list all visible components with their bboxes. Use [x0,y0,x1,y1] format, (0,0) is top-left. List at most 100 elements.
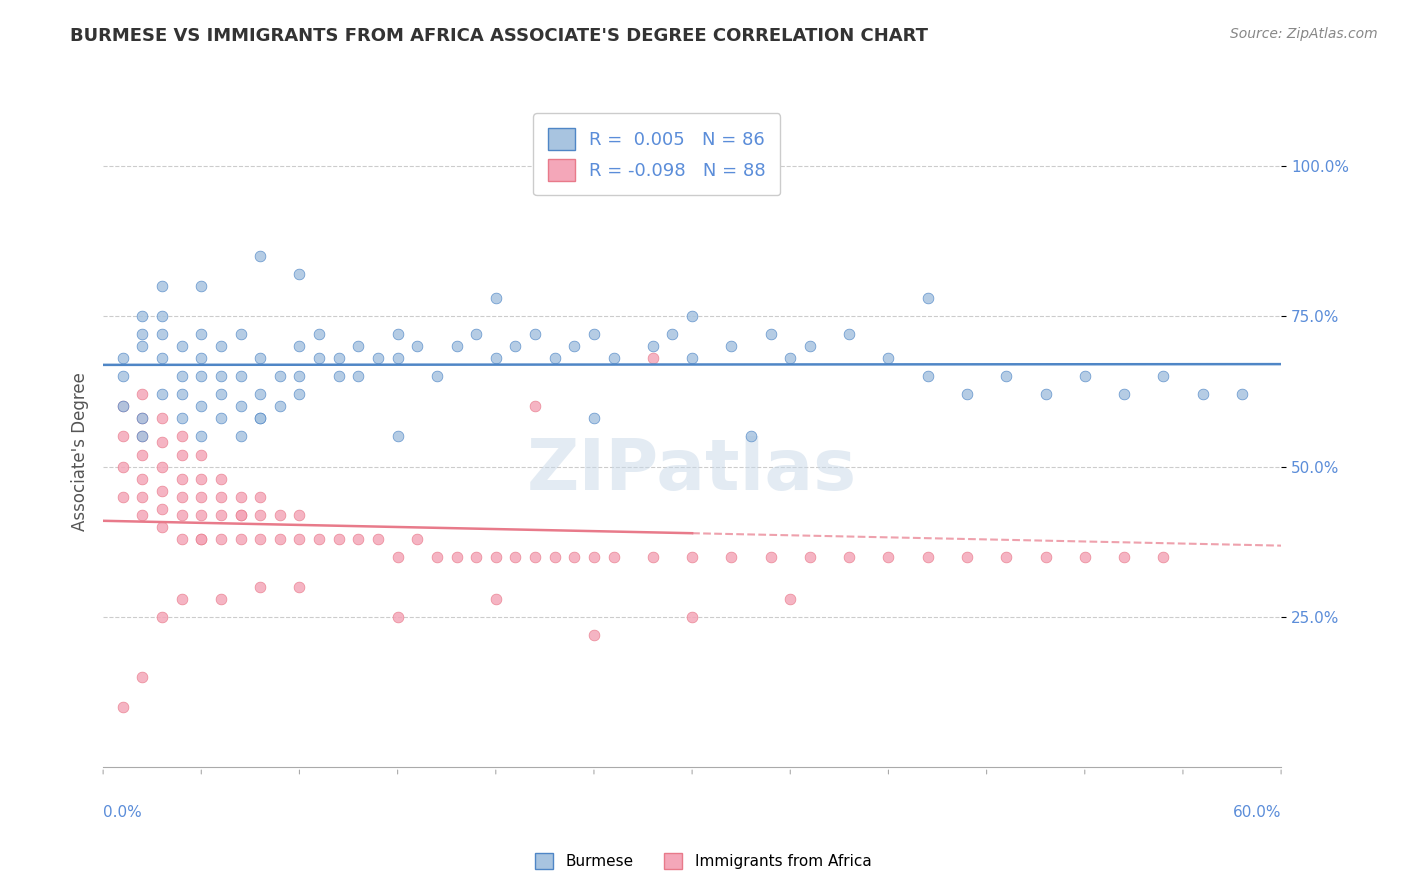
Point [582,549,605,564]
Point [1230,387,1253,401]
Point [387,610,409,624]
Point [799,339,821,353]
Point [269,508,291,522]
Point [917,291,939,305]
Point [150,411,173,425]
Point [328,369,350,384]
Point [485,291,508,305]
Point [661,327,683,342]
Point [209,532,232,546]
Point [249,249,271,263]
Point [229,490,252,504]
Point [190,508,212,522]
Point [131,339,153,353]
Point [170,472,193,486]
Point [641,351,664,366]
Point [190,532,212,546]
Point [544,351,567,366]
Point [249,508,271,522]
Point [1152,549,1174,564]
Point [209,339,232,353]
Point [465,549,488,564]
Point [838,327,860,342]
Point [150,519,173,533]
Point [209,369,232,384]
Text: BURMESE VS IMMIGRANTS FROM AFRICA ASSOCIATE'S DEGREE CORRELATION CHART: BURMESE VS IMMIGRANTS FROM AFRICA ASSOCI… [70,27,928,45]
Point [150,279,173,293]
Point [249,411,271,425]
Point [131,448,153,462]
Point [288,387,311,401]
Point [190,351,212,366]
Point [269,532,291,546]
Point [111,400,134,414]
Point [131,472,153,486]
Point [131,490,153,504]
Point [150,351,173,366]
Text: 60.0%: 60.0% [1233,805,1281,820]
Point [799,549,821,564]
Point [524,400,547,414]
Point [209,508,232,522]
Point [170,369,193,384]
Point [465,327,488,342]
Point [288,508,311,522]
Point [485,591,508,606]
Point [150,387,173,401]
Point [524,549,547,564]
Point [170,508,193,522]
Point [131,327,153,342]
Point [131,411,153,425]
Point [582,628,605,642]
Point [759,327,782,342]
Point [288,339,311,353]
Point [170,591,193,606]
Point [150,327,173,342]
Point [1112,387,1135,401]
Point [131,429,153,443]
Point [720,549,742,564]
Point [209,387,232,401]
Point [190,279,212,293]
Point [170,532,193,546]
Point [170,387,193,401]
Point [367,532,389,546]
Point [150,459,173,474]
Point [562,339,585,353]
Point [485,351,508,366]
Point [446,549,468,564]
Point [170,429,193,443]
Point [229,508,252,522]
Point [387,351,409,366]
Point [150,435,173,450]
Legend: Burmese, Immigrants from Africa: Burmese, Immigrants from Africa [529,847,877,875]
Point [209,411,232,425]
Point [150,483,173,498]
Point [308,532,330,546]
Point [544,549,567,564]
Point [190,369,212,384]
Point [1035,549,1057,564]
Point [269,369,291,384]
Point [1152,369,1174,384]
Point [740,429,762,443]
Point [505,339,527,353]
Point [759,549,782,564]
Point [190,472,212,486]
Point [111,429,134,443]
Point [170,490,193,504]
Point [681,351,703,366]
Point [1112,549,1135,564]
Point [131,429,153,443]
Point [505,549,527,564]
Point [111,459,134,474]
Point [249,532,271,546]
Point [170,448,193,462]
Point [249,580,271,594]
Point [288,267,311,281]
Point [387,549,409,564]
Point [288,580,311,594]
Point [406,339,429,353]
Text: Source: ZipAtlas.com: Source: ZipAtlas.com [1230,27,1378,41]
Point [641,549,664,564]
